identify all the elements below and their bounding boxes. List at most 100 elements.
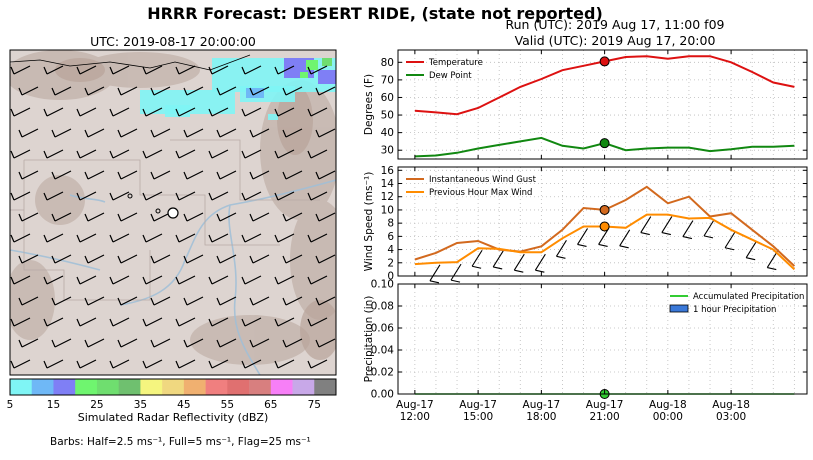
wind-barb	[43, 275, 64, 285]
wind-barb	[43, 233, 64, 243]
wind-barb	[51, 254, 72, 264]
wind-barb	[51, 170, 72, 180]
wind-barb	[10, 233, 31, 243]
colorbar-swatch	[227, 379, 250, 395]
wind-barb	[208, 275, 229, 285]
legend-label: Previous Hour Max Wind	[429, 188, 532, 198]
wind-barb	[175, 233, 196, 243]
wind-barb	[307, 191, 328, 201]
wind-barb	[315, 212, 336, 222]
wind-barb	[109, 233, 130, 243]
y-tick-label: 40	[381, 127, 394, 139]
wind-barb	[175, 359, 196, 369]
wind-barb	[142, 275, 163, 285]
wind-barb	[76, 275, 97, 285]
wind-barb	[18, 128, 39, 138]
current-time-marker	[599, 204, 610, 215]
wind-barb	[492, 250, 504, 270]
map-boundaries	[10, 139, 320, 301]
wind-barb	[216, 86, 237, 96]
chart-legend: Instantaneous Wind Gust Previous Hour Max…	[406, 175, 537, 198]
y-tick-label: 0.04	[371, 345, 395, 357]
wind-barb	[76, 107, 97, 117]
wind-barb	[76, 149, 97, 159]
wind-barb	[117, 86, 138, 96]
wind-barb	[577, 228, 588, 247]
wind-barb	[471, 249, 483, 269]
y-tick-label: 0.00	[371, 389, 394, 401]
wind-barb	[117, 338, 138, 348]
wind-barb	[175, 317, 196, 327]
wind-barb	[315, 170, 336, 180]
y-tick-label: 0.06	[371, 323, 395, 335]
wind-barb	[84, 338, 105, 348]
wind-barb	[51, 296, 72, 306]
wind-barb	[142, 191, 163, 201]
wind-barb	[208, 191, 229, 201]
chart-panel-temperature: 30 40 50 60 70 80 Degrees (F) Temperature Dew Po…	[363, 49, 808, 160]
wind-barb	[18, 86, 39, 96]
wind-barb	[307, 149, 328, 159]
wind-barb	[175, 275, 196, 285]
wind-barb	[76, 191, 97, 201]
wind-barb	[274, 191, 295, 201]
chart-legend: Accumulated Precipitation 1 hour Precipit…	[669, 292, 804, 315]
x-tick-date: Aug-17	[396, 399, 434, 411]
wind-barb	[109, 107, 130, 117]
wind-barb	[241, 65, 262, 75]
wind-barb	[241, 107, 262, 117]
wind-barb	[51, 212, 72, 222]
valid-time-label: Valid (UTC): 2019 Aug 17, 20:00	[514, 33, 716, 48]
y-tick-label: 16	[381, 165, 395, 177]
colorbar-swatch	[75, 379, 98, 395]
legend-label: Temperature	[428, 58, 483, 68]
wind-barb	[241, 233, 262, 243]
colorbar-swatch	[53, 379, 76, 395]
current-time-marker	[599, 221, 610, 232]
y-axis-label: Precipitation (in)	[363, 296, 375, 383]
wind-barb	[208, 317, 229, 327]
wind-barb	[216, 296, 237, 306]
y-tick-label: 0.08	[371, 301, 394, 313]
barbs-legend-note: Barbs: Half=2.5 ms⁻¹, Full=5 ms⁻¹, Flag=…	[50, 436, 311, 448]
wind-barb	[315, 254, 336, 264]
wind-barb	[18, 212, 39, 222]
colorbar-swatch	[270, 379, 293, 395]
wind-barb	[76, 317, 97, 327]
wind-barb	[51, 128, 72, 138]
wind-barb	[109, 65, 130, 75]
wind-barb	[142, 317, 163, 327]
wind-barb	[682, 220, 694, 240]
wind-barb	[10, 149, 31, 159]
wind-barb	[142, 107, 163, 117]
wind-barb	[84, 170, 105, 180]
wind-barb	[534, 253, 546, 273]
wind-barb	[315, 338, 336, 348]
wind-barb	[175, 149, 196, 159]
wind-barb	[703, 219, 715, 239]
wind-barb	[183, 128, 204, 138]
wind-barb	[175, 107, 196, 117]
colorbar-swatch	[118, 379, 141, 395]
wind-barb	[216, 212, 237, 222]
wind-barb	[84, 128, 105, 138]
y-tick-label: 12	[381, 191, 394, 203]
y-tick-label: 60	[381, 92, 394, 104]
wind-barb	[183, 86, 204, 96]
wind-barb	[216, 128, 237, 138]
wind-barb	[109, 317, 130, 327]
figure-title: HRRR Forecast: DESERT RIDE, (state not r…	[147, 4, 603, 23]
wind-barb	[43, 149, 64, 159]
x-tick-date: Aug-17	[523, 399, 561, 411]
wind-barb	[150, 212, 171, 222]
wind-barb	[109, 149, 130, 159]
wind-barb	[249, 338, 270, 348]
wind-barb	[766, 251, 778, 271]
wind-barb	[109, 359, 130, 369]
map-border-lines	[10, 54, 251, 71]
wind-barb	[282, 128, 303, 138]
